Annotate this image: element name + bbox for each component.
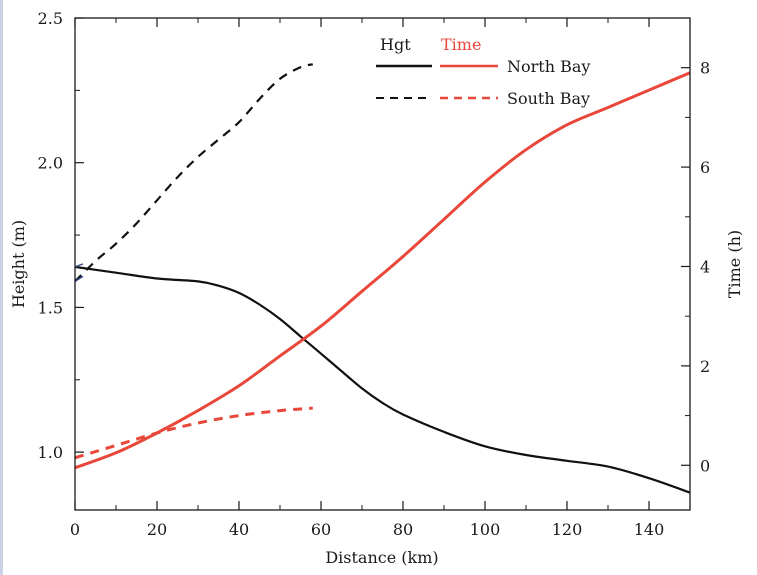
series-line-south-bay-hgt xyxy=(74,63,314,283)
x-tick-label: 80 xyxy=(393,520,413,539)
axis-ticks xyxy=(74,17,690,510)
plot-lines xyxy=(74,63,691,494)
left-edge-mark xyxy=(74,275,84,282)
x-tick-label: 100 xyxy=(470,520,501,539)
y2-tick-label: 2 xyxy=(700,357,710,376)
x-tick-label: 120 xyxy=(552,520,583,539)
y-axis-label-right: Time (h) xyxy=(725,230,744,298)
x-tick-label: 60 xyxy=(311,520,331,539)
frame-accent-bar xyxy=(0,0,3,575)
legend-header-time: Time xyxy=(441,35,481,54)
y-axis-label-left: Height (m) xyxy=(9,220,28,308)
y2-tick-label: 4 xyxy=(700,257,710,276)
y-tick-label: 1.5 xyxy=(38,298,63,317)
y-tick-label: 2.0 xyxy=(38,154,63,173)
legend-header-hgt: Hgt xyxy=(380,35,411,54)
plot-frame xyxy=(74,17,691,511)
x-tick-label: 0 xyxy=(70,520,80,539)
x-tick-label: 40 xyxy=(229,520,249,539)
y2-tick-label: 0 xyxy=(700,456,710,475)
y-tick-label: 1.0 xyxy=(38,443,63,462)
y2-tick-label: 6 xyxy=(700,158,710,177)
series-line-south-bay-time xyxy=(74,406,313,460)
y2-tick-label: 8 xyxy=(700,59,710,78)
legend-label-south-bay: South Bay xyxy=(507,89,590,108)
y-tick-label: 2.5 xyxy=(38,9,63,28)
legend: Hgt Time North Bay South Bay xyxy=(376,35,590,108)
x-tick-label: 140 xyxy=(634,520,665,539)
left-edge-mark xyxy=(74,263,84,268)
series-line-north-bay-time xyxy=(74,71,691,470)
series-line-north-bay-hgt xyxy=(74,265,691,494)
legend-label-north-bay: North Bay xyxy=(507,57,590,76)
x-axis-label: Distance (km) xyxy=(325,548,438,567)
axis-tick-labels: 0 20 40 60 80 100 120 140 1.0 1.5 2.0 2.5 0 2 4 6 8 xyxy=(38,9,711,539)
x-tick-label: 20 xyxy=(147,520,167,539)
